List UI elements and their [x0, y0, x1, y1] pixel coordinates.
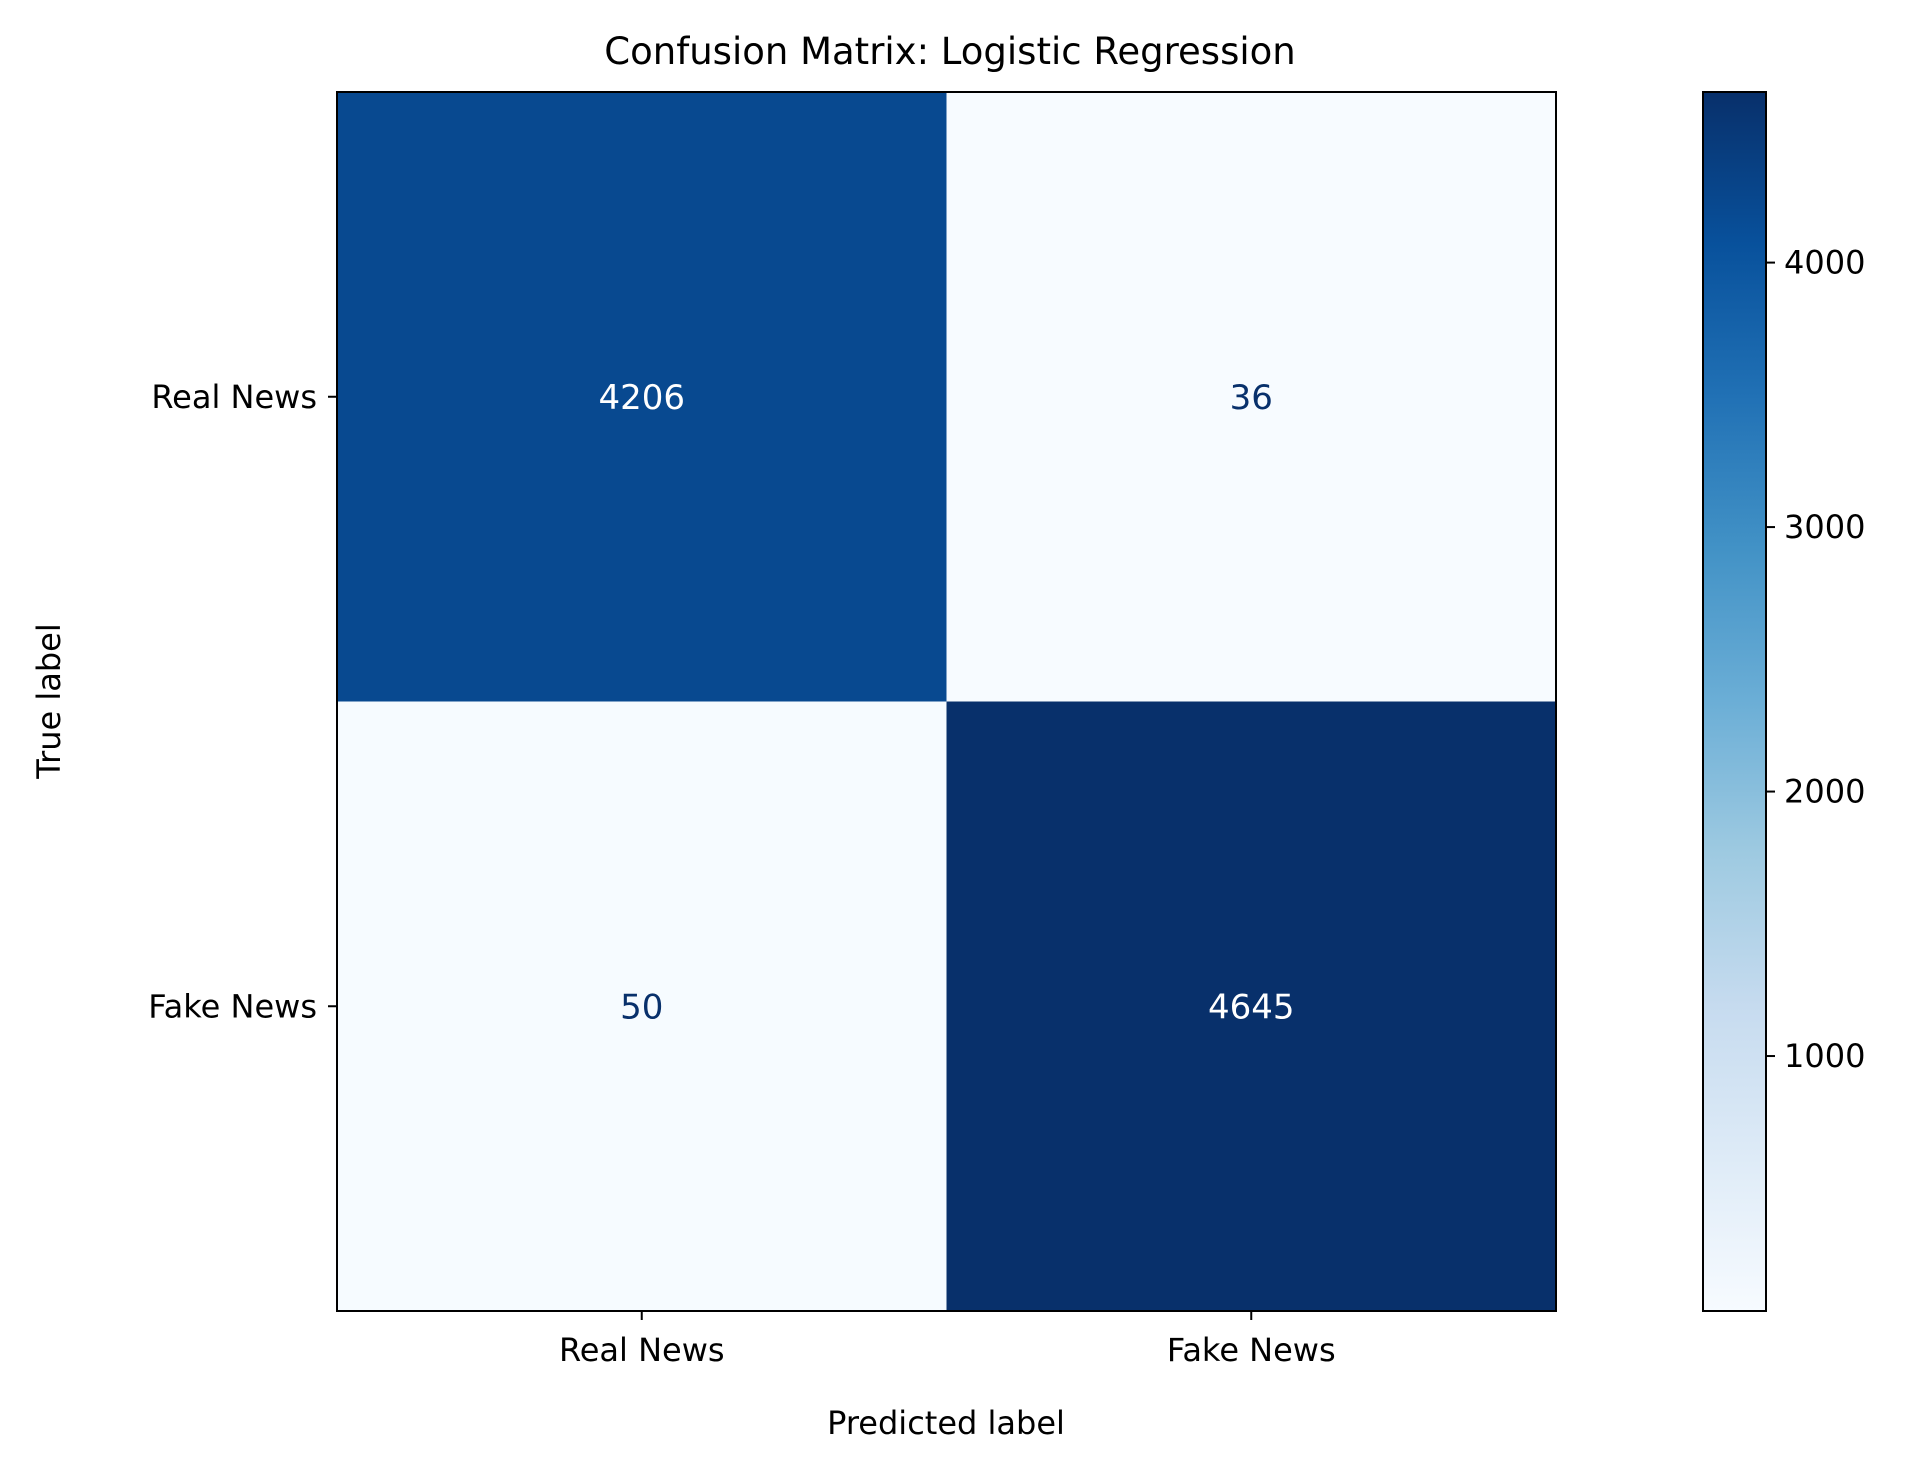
chart-title: Confusion Matrix: Logistic Regression — [604, 30, 1295, 73]
matrix-cell — [946, 92, 1557, 702]
cell-value-label: 4206 — [598, 378, 685, 418]
colorbar-tick-label: 3000 — [1784, 508, 1865, 546]
y-tick-label: Real News — [151, 378, 317, 416]
cell-value-label: 50 — [620, 987, 663, 1027]
cell-value-label: 4645 — [1208, 987, 1295, 1027]
matrix-cells: 4206 36 50 4645 — [337, 92, 1557, 1312]
matrix-axes: Real News Fake News Real News Fake News — [148, 378, 1335, 1369]
colorbar-tick-label: 4000 — [1784, 244, 1865, 282]
matrix-cell — [337, 92, 947, 702]
plot-frame — [336, 91, 1557, 1312]
y-axis-label: True label — [30, 623, 68, 780]
x-tick-label: Real News — [559, 1331, 725, 1369]
cell-value-label: 36 — [1230, 378, 1273, 418]
colorbar-frame — [1702, 91, 1767, 1312]
x-tick-label: Fake News — [1167, 1331, 1336, 1369]
colorbar-tick-label: 1000 — [1784, 1037, 1865, 1075]
colorbar-tick-label: 2000 — [1784, 773, 1865, 811]
colorbar-gradient — [1703, 92, 1766, 1311]
y-tick-label: Fake News — [148, 987, 317, 1025]
matrix-cell — [946, 701, 1557, 1312]
colorbar: 1000 2000 3000 4000 — [1702, 91, 1865, 1312]
matrix-cell — [337, 701, 947, 1312]
x-axis-label: Predicted label — [827, 1404, 1065, 1442]
